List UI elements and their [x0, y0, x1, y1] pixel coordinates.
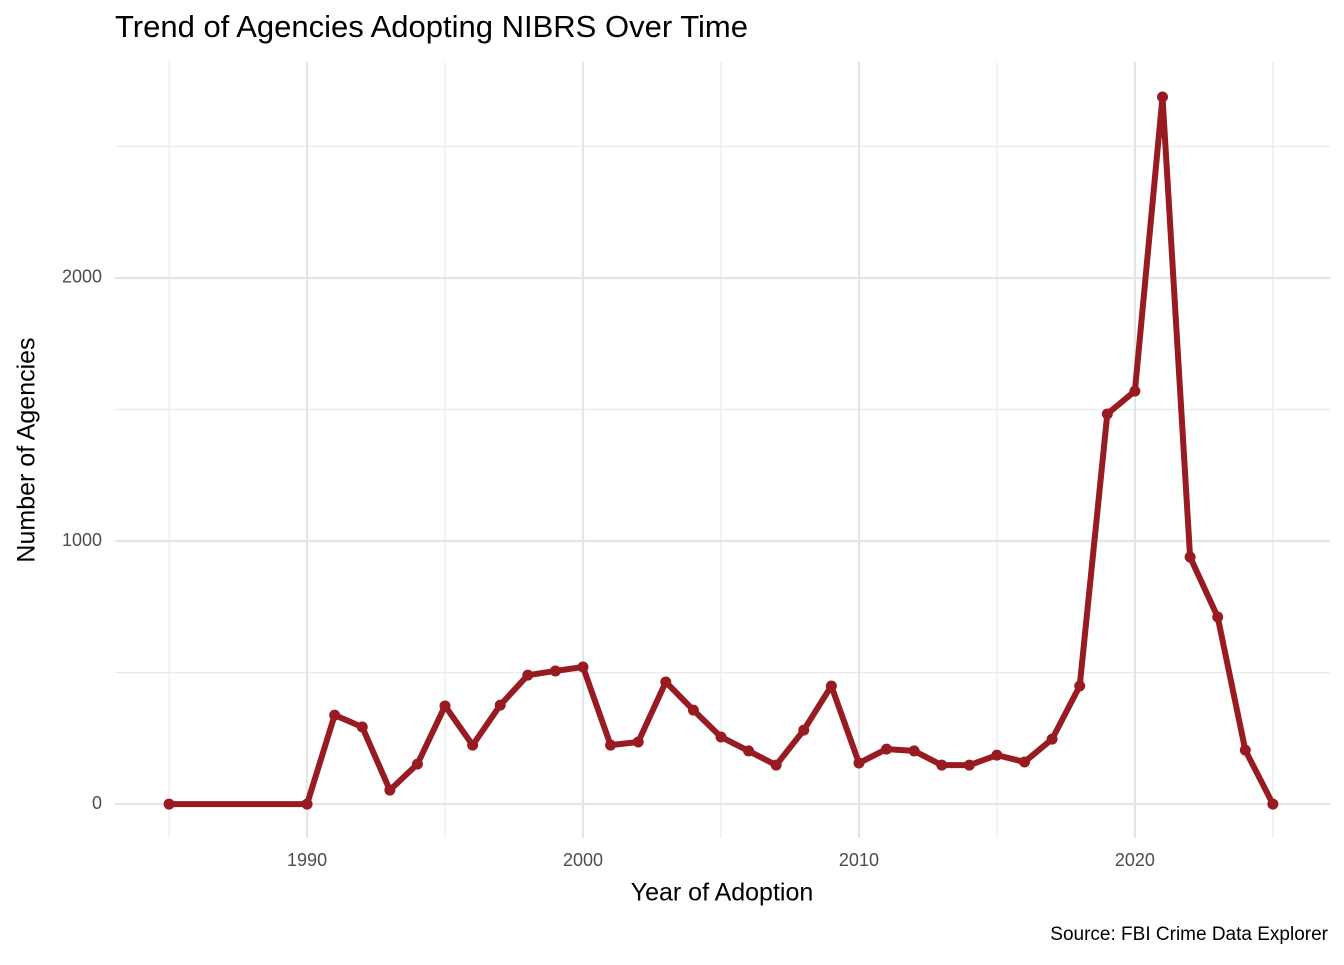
data-point — [908, 745, 920, 757]
data-point — [743, 745, 755, 757]
data-point — [1019, 756, 1031, 768]
data-point — [1074, 680, 1086, 692]
data-point — [329, 709, 341, 721]
data-point — [936, 759, 948, 771]
y-tick-label: 0 — [92, 793, 102, 813]
data-point — [798, 724, 810, 736]
data-point — [1267, 798, 1279, 810]
data-point — [494, 699, 506, 711]
data-point — [549, 665, 561, 677]
data-point — [853, 757, 865, 769]
data-point — [632, 736, 644, 748]
data-point — [467, 739, 479, 751]
data-point — [577, 661, 589, 673]
data-point — [411, 758, 423, 770]
y-axis-title: Number of Agencies — [13, 337, 41, 562]
data-point — [384, 784, 396, 796]
data-point — [1046, 733, 1058, 745]
data-point — [522, 669, 534, 681]
data-point — [770, 759, 782, 771]
data-point — [687, 704, 699, 716]
data-point — [991, 749, 1003, 761]
data-point — [825, 680, 837, 692]
chart-title: Trend of Agencies Adopting NIBRS Over Ti… — [115, 9, 748, 44]
data-point — [605, 739, 617, 751]
data-point — [356, 721, 368, 733]
data-point — [1101, 408, 1113, 420]
y-tick-label: 2000 — [62, 267, 102, 287]
caption: Source: FBI Crime Data Explorer — [1050, 924, 1328, 945]
x-tick-label: 1990 — [287, 850, 327, 870]
data-point — [1212, 611, 1224, 623]
data-point — [881, 743, 893, 755]
data-point — [301, 798, 313, 810]
data-point — [1184, 551, 1196, 563]
y-tick-label: 1000 — [62, 530, 102, 550]
data-point — [660, 676, 672, 688]
data-point — [963, 759, 975, 771]
x-tick-label: 2000 — [563, 850, 603, 870]
x-tick-label: 2020 — [1115, 850, 1155, 870]
data-point — [163, 798, 175, 810]
x-axis-title: Year of Adoption — [631, 879, 814, 907]
x-tick-label: 2010 — [839, 850, 879, 870]
data-point — [439, 700, 451, 712]
data-point — [1239, 744, 1251, 756]
data-point — [1156, 91, 1168, 103]
data-point — [1129, 385, 1141, 397]
data-point — [715, 731, 727, 743]
